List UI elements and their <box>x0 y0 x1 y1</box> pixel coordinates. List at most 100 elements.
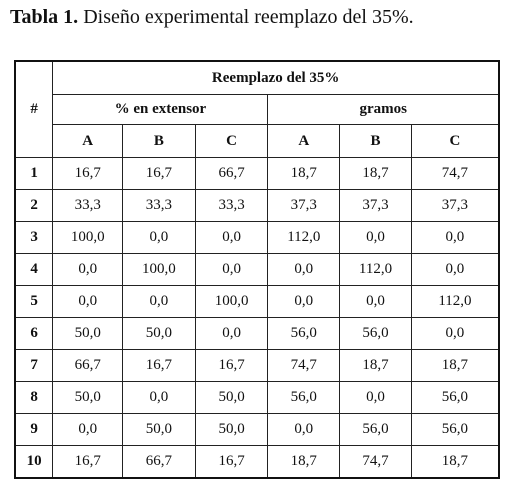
table-cell: 33,3 <box>194 189 269 222</box>
table-cell: 100,0 <box>194 285 269 318</box>
table-row: 2 33,3 33,3 33,3 37,3 37,3 37,3 <box>14 189 500 222</box>
row-index: 10 <box>14 445 54 479</box>
table-cell: 0,0 <box>194 221 269 254</box>
table-cell: 16,7 <box>122 349 196 382</box>
row-index: 5 <box>14 285 54 318</box>
table-cell: 18,7 <box>267 157 341 190</box>
row-index: 8 <box>14 381 54 414</box>
table-cell: 74,7 <box>267 349 341 382</box>
table-row: 1 16,7 16,7 66,7 18,7 18,7 74,7 <box>14 157 500 190</box>
subgroup-header: % en extensor <box>52 94 269 125</box>
index-header: # <box>14 60 54 158</box>
table-row: 8 50,0 0,0 50,0 56,0 0,0 56,0 <box>14 381 500 414</box>
table-cell: 18,7 <box>410 445 500 479</box>
table-cell: 66,7 <box>122 445 196 479</box>
table-cell: 112,0 <box>410 285 500 318</box>
table-head: # Reemplazo del 35% % en extensor gramos… <box>14 60 500 158</box>
group-header: Reemplazo del 35% <box>52 60 500 95</box>
data-table: # Reemplazo del 35% % en extensor gramos… <box>14 60 500 479</box>
header-row: # Reemplazo del 35% <box>14 60 500 158</box>
table-cell: 0,0 <box>267 253 341 286</box>
table-row: 5 0,0 0,0 100,0 0,0 0,0 112,0 <box>14 285 500 318</box>
table-cell: 112,0 <box>339 253 412 286</box>
table-cell: 18,7 <box>339 157 412 190</box>
table-cell: 37,3 <box>267 189 341 222</box>
table-cell: 0,0 <box>194 253 269 286</box>
row-index: 3 <box>14 221 54 254</box>
table-cell: 50,0 <box>194 413 269 446</box>
table-cell: 0,0 <box>122 285 196 318</box>
table-cell: 50,0 <box>122 317 196 350</box>
table-cell: 56,0 <box>339 317 412 350</box>
table-cell: 66,7 <box>52 349 124 382</box>
table-row: 3 100,0 0,0 0,0 112,0 0,0 0,0 <box>14 221 500 254</box>
table-cell: 74,7 <box>339 445 412 479</box>
table-row: 6 50,0 50,0 0,0 56,0 56,0 0,0 <box>14 317 500 350</box>
table-cell: 16,7 <box>122 157 196 190</box>
table-cell: 0,0 <box>339 221 412 254</box>
table-cell: 100,0 <box>122 253 196 286</box>
table-caption: Tabla 1. Diseño experimental reemplazo d… <box>10 6 414 29</box>
table-cell: 56,0 <box>267 381 341 414</box>
table-cell: 112,0 <box>267 221 341 254</box>
table-cell: 0,0 <box>410 221 500 254</box>
table-cell: 16,7 <box>194 349 269 382</box>
table-cell: 0,0 <box>339 285 412 318</box>
table-cell: 50,0 <box>194 381 269 414</box>
table-cell: 18,7 <box>339 349 412 382</box>
column-header: C <box>194 124 269 158</box>
caption-label: Tabla 1. <box>10 6 79 28</box>
table-cell: 66,7 <box>194 157 269 190</box>
column-header: A <box>52 124 124 158</box>
table-cell: 56,0 <box>267 317 341 350</box>
table-cell: 33,3 <box>122 189 196 222</box>
table-cell: 16,7 <box>52 445 124 479</box>
table-cell: 56,0 <box>410 413 500 446</box>
row-index: 1 <box>14 157 54 190</box>
column-header: B <box>122 124 196 158</box>
table-cell: 16,7 <box>194 445 269 479</box>
table-cell: 56,0 <box>339 413 412 446</box>
table-cell: 18,7 <box>267 445 341 479</box>
row-index: 7 <box>14 349 54 382</box>
table-cell: 0,0 <box>52 253 124 286</box>
column-header: C <box>410 124 500 158</box>
table-cell: 33,3 <box>52 189 124 222</box>
subgroup-header: gramos <box>267 94 500 125</box>
table-cell: 37,3 <box>339 189 412 222</box>
table-cell: 74,7 <box>410 157 500 190</box>
table-row: 10 16,7 66,7 16,7 18,7 74,7 18,7 <box>14 445 500 479</box>
caption-text: Diseño experimental reemplazo del 35%. <box>83 6 414 28</box>
table-cell: 0,0 <box>267 285 341 318</box>
header-row: % en extensor gramos <box>15 94 500 125</box>
table-cell: 0,0 <box>267 413 341 446</box>
table-cell: 0,0 <box>122 221 196 254</box>
table-cell: 37,3 <box>410 189 500 222</box>
table-cell: 0,0 <box>410 317 500 350</box>
table-cell: 0,0 <box>194 317 269 350</box>
row-index: 2 <box>14 189 54 222</box>
row-index: 9 <box>14 413 54 446</box>
table-cell: 50,0 <box>52 381 124 414</box>
table-cell: 0,0 <box>410 253 500 286</box>
table-cell: 50,0 <box>122 413 196 446</box>
table-cell: 16,7 <box>52 157 124 190</box>
table-cell: 0,0 <box>339 381 412 414</box>
table-cell: 18,7 <box>410 349 500 382</box>
table-cell: 100,0 <box>52 221 124 254</box>
table-row: 7 66,7 16,7 16,7 74,7 18,7 18,7 <box>14 349 500 382</box>
table-body: 1 16,7 16,7 66,7 18,7 18,7 74,7 2 33,3 33,3 33,3 37… <box>14 157 500 479</box>
table-cell: 56,0 <box>410 381 500 414</box>
table-row: 9 0,0 50,0 50,0 0,0 56,0 56,0 <box>14 413 500 446</box>
table-cell: 0,0 <box>122 381 196 414</box>
column-header: B <box>339 124 412 158</box>
row-index: 6 <box>14 317 54 350</box>
row-index: 4 <box>14 253 54 286</box>
table-cell: 0,0 <box>52 285 124 318</box>
table-row: 4 0,0 100,0 0,0 0,0 112,0 0,0 <box>14 253 500 286</box>
column-header: A <box>267 124 341 158</box>
table-cell: 50,0 <box>52 317 124 350</box>
